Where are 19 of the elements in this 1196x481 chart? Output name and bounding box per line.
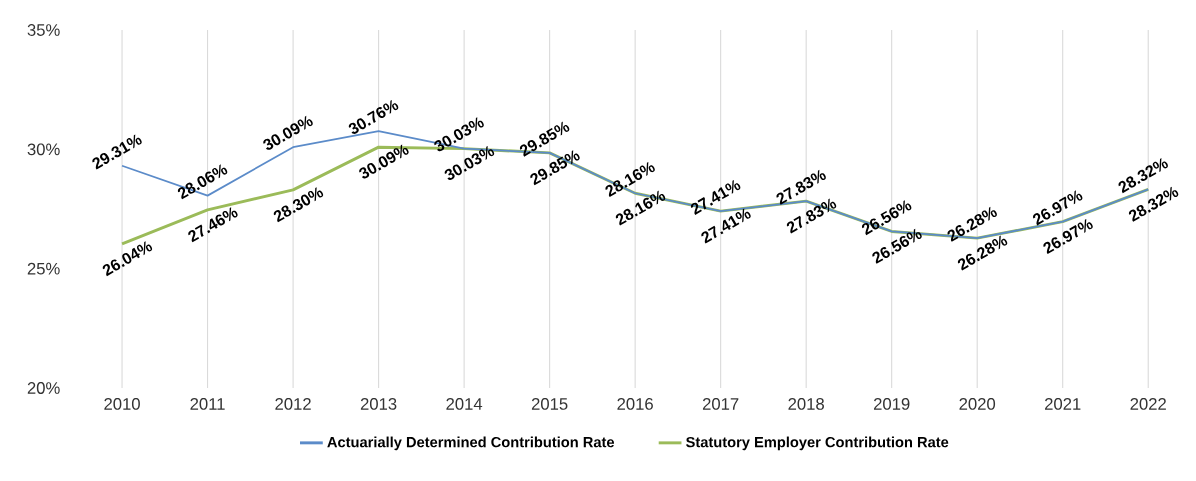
x-tick-label: 2021 [1045, 398, 1081, 410]
x-tick-label: 2018 [788, 398, 824, 410]
y-tick-label: 25% [27, 262, 60, 275]
x-tick-label: 2019 [873, 398, 910, 410]
x-tick-label: 2016 [617, 398, 653, 410]
x-tick-label: 2013 [360, 398, 397, 410]
x-tick-label: 2014 [446, 398, 483, 410]
legend-label: Statutory Employer Contribution Rate [686, 436, 949, 451]
y-tick-label: 30% [27, 143, 60, 156]
x-tick-label: 2017 [702, 398, 739, 410]
y-tick-label: 35% [27, 24, 60, 36]
x-tick-label: 2010 [104, 398, 140, 410]
x-tick-label: 2022 [1130, 398, 1166, 410]
x-tick-label: 2020 [959, 398, 996, 410]
x-tick-label: 2015 [531, 398, 568, 410]
x-tick-label: 2012 [275, 398, 311, 410]
x-tick-label: 2011 [190, 398, 225, 410]
y-tick-label: 20% [27, 382, 60, 394]
legend-label: Actuarially Determined Contribution Rate [327, 436, 615, 451]
